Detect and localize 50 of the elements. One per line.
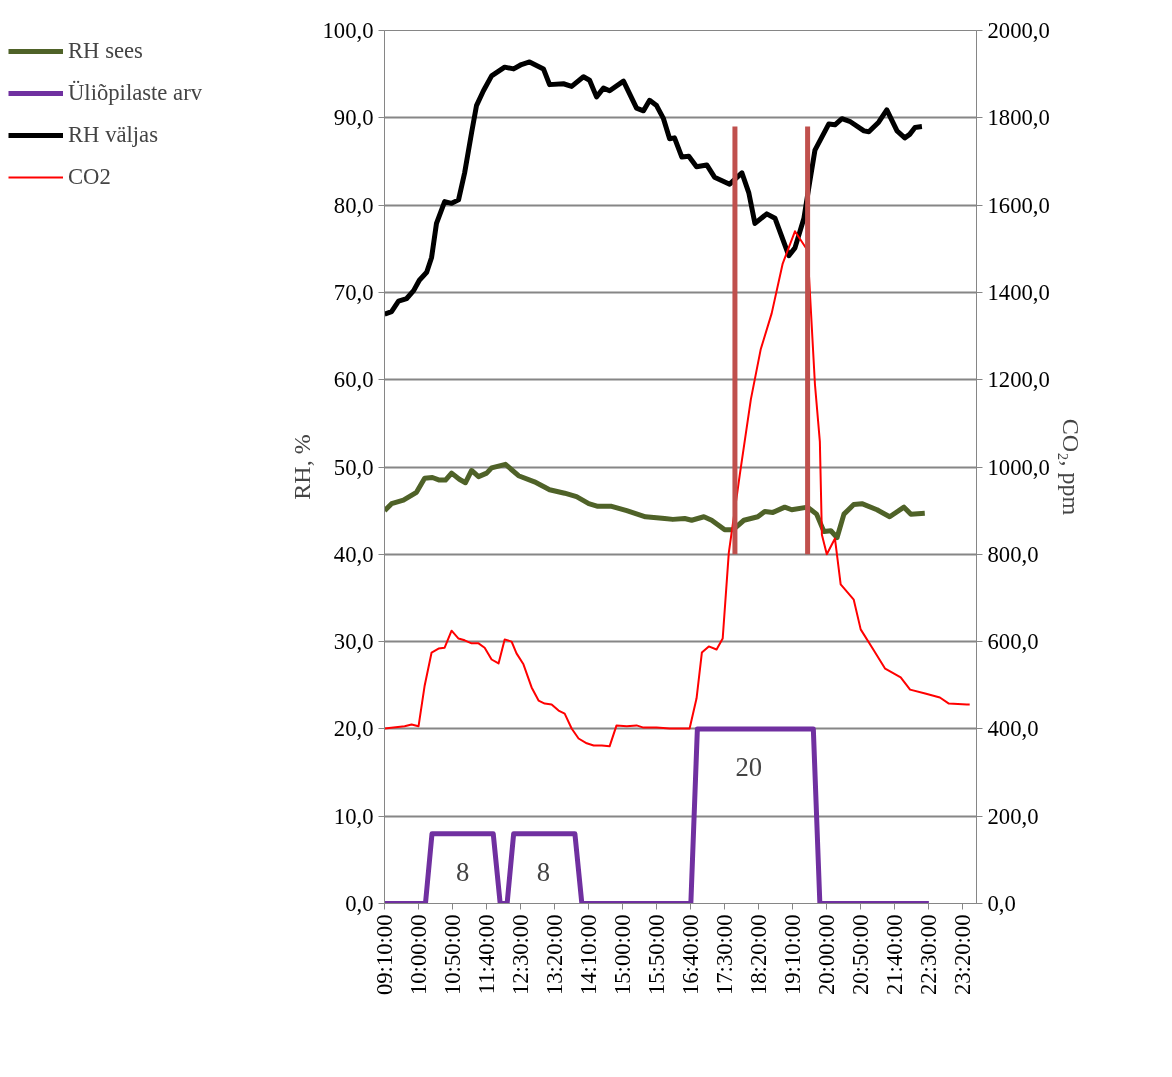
annotation: 8 — [536, 856, 551, 887]
y-tick-label: 80,0 — [333, 192, 374, 218]
x-tick-label: 19:10:00 — [780, 914, 806, 996]
x-tick-label: 20:50:00 — [848, 914, 874, 996]
y2-tick-label: 1600,0 — [987, 192, 1050, 218]
x-tick-label: 15:50:00 — [644, 914, 670, 996]
annotation: 8 — [455, 856, 470, 887]
y-tick-label: 50,0 — [333, 454, 374, 480]
y-tick-label: 100,0 — [322, 18, 374, 43]
x-tick-label: 17:30:00 — [712, 914, 738, 996]
y2-tick-label: 600,0 — [987, 629, 1039, 655]
y2-tick-label: 800,0 — [987, 541, 1039, 567]
x-tick-label: 23:20:00 — [950, 914, 976, 996]
x-tick-label: 15:00:00 — [610, 914, 636, 996]
x-tick-label: 16:40:00 — [678, 914, 704, 996]
x-tick-label: 18:20:00 — [746, 914, 772, 996]
x-tick-label: 09:10:00 — [372, 914, 397, 996]
line-series — [384, 230, 971, 748]
y-tick-label: 0,0 — [345, 891, 374, 916]
y2-tick-label: 0,0 — [987, 891, 1016, 916]
legend-label: RH sees — [68, 38, 143, 64]
x-tick-label: 20:00:00 — [814, 914, 840, 996]
y2-tick-label: 1000,0 — [987, 454, 1050, 480]
y-tick-label: 10,0 — [333, 803, 374, 829]
y2-tick-label: 1400,0 — [987, 279, 1050, 305]
y2-axis-title: CO₂, ppm — [1057, 418, 1084, 516]
y-tick-label: 30,0 — [333, 629, 374, 655]
x-tick-label: 11:40:00 — [474, 914, 500, 995]
y2-tick-label: 2000,0 — [987, 18, 1050, 43]
y-tick-label: 90,0 — [333, 105, 374, 131]
x-tick-label: 13:20:00 — [542, 914, 568, 996]
y2-tick-label: 1200,0 — [987, 367, 1050, 393]
x-tick-label: 10:00:00 — [406, 914, 432, 996]
y2-tick-label: 200,0 — [987, 803, 1039, 829]
y-tick-label: 20,0 — [333, 716, 374, 742]
x-tick-label: 14:10:00 — [576, 914, 602, 996]
y-axis-title: RH, % — [288, 434, 315, 500]
y-tick-label: 70,0 — [333, 279, 374, 305]
y2-tick-label: 1800,0 — [987, 105, 1050, 131]
y2-tick-label: 400,0 — [987, 716, 1039, 742]
x-tick-label: 12:30:00 — [508, 914, 534, 996]
y-tick-label: 60,0 — [333, 367, 374, 393]
x-tick-label: 10:50:00 — [440, 914, 466, 996]
legend-label: Üliõpilaste arv — [68, 80, 203, 106]
legend-label: CO2 — [68, 164, 111, 190]
legend-label: RH väljas — [68, 122, 158, 148]
annotation: 20 — [735, 751, 763, 782]
y-tick-label: 40,0 — [333, 541, 374, 567]
x-tick-label: 21:40:00 — [882, 914, 908, 996]
x-tick-label: 22:30:00 — [916, 914, 942, 996]
